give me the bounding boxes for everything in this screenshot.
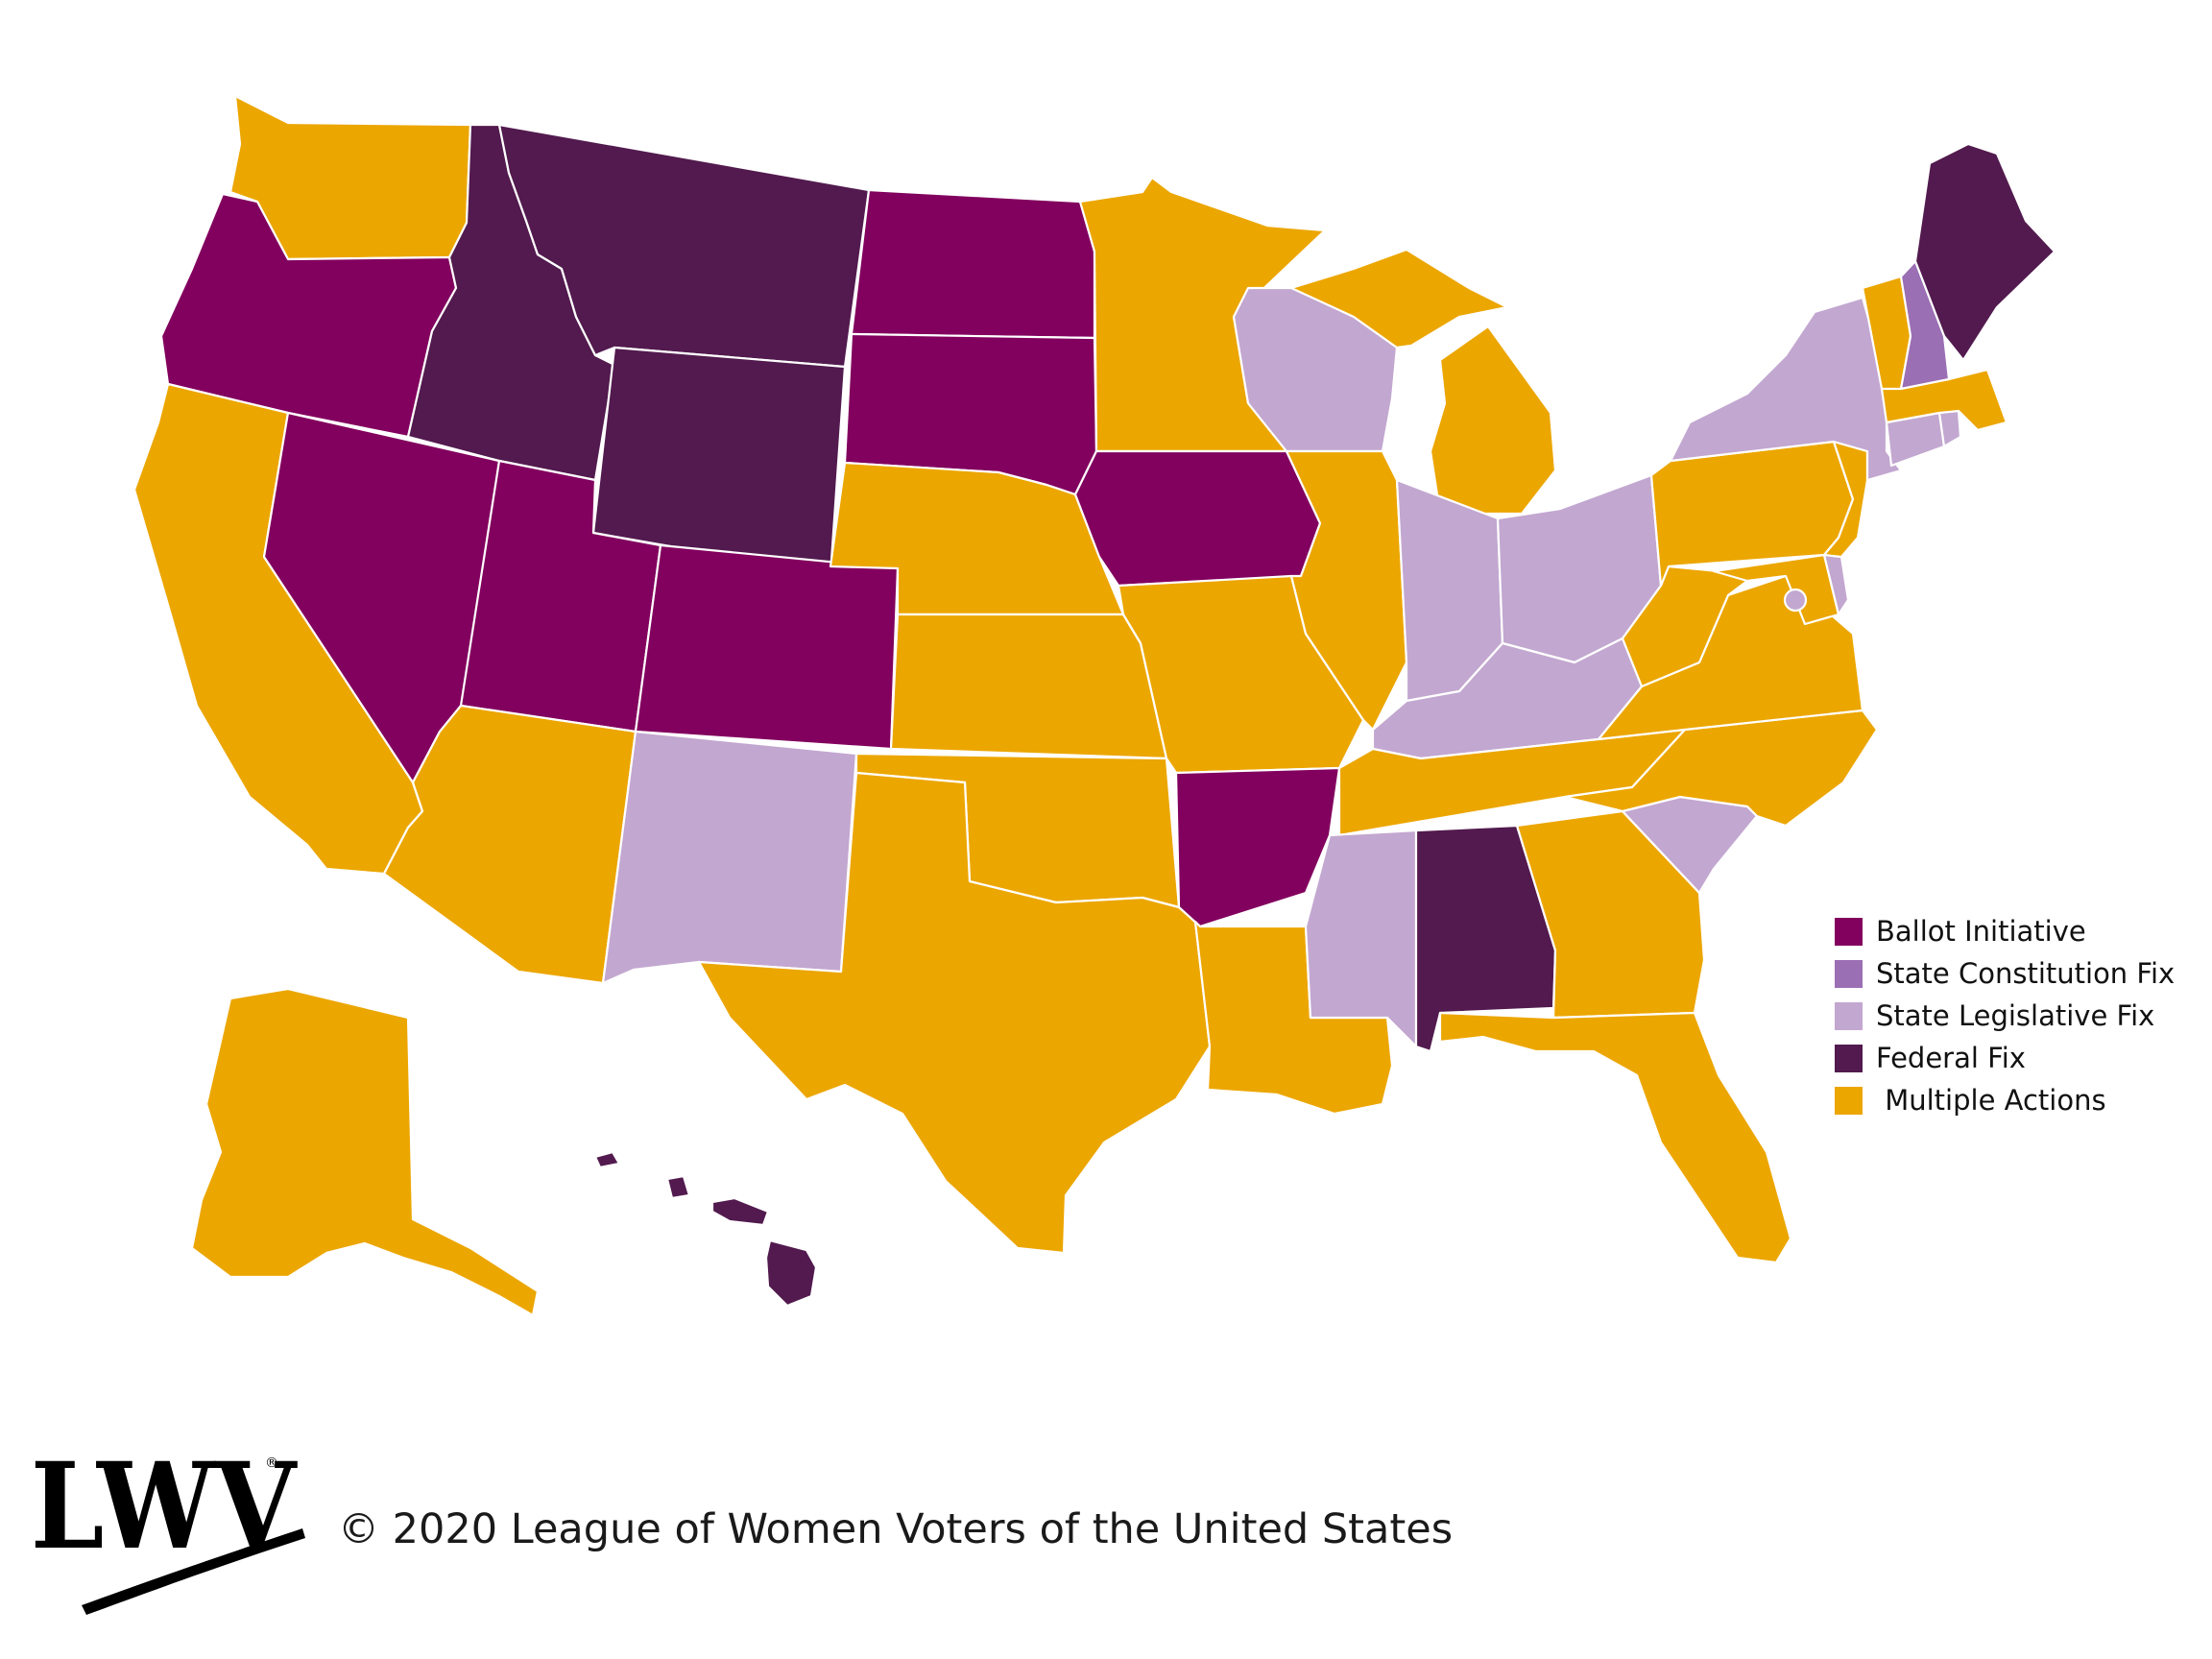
legend-swatch bbox=[1835, 1044, 1863, 1072]
legend-label: State Constitution Fix bbox=[1876, 957, 2176, 990]
legend-item-state-constitution-fix: State Constitution Fix bbox=[1835, 952, 2200, 995]
legend-label: Multiple Actions bbox=[1876, 1084, 2106, 1117]
state-fl[interactable] bbox=[1438, 1011, 1792, 1264]
state-mi[interactable] bbox=[1289, 248, 1557, 516]
legend-label: Federal Fix bbox=[1876, 1042, 2026, 1074]
state-il[interactable] bbox=[1285, 449, 1408, 732]
state-ne[interactable] bbox=[829, 461, 1125, 616]
state-ks[interactable] bbox=[889, 613, 1168, 760]
svg-text:LWV: LWV bbox=[31, 1435, 299, 1576]
state-ms[interactable] bbox=[1304, 829, 1418, 1048]
legend-item-multiple-actions: Multiple Actions bbox=[1835, 1079, 2200, 1121]
state-hi[interactable] bbox=[593, 1150, 818, 1308]
copyright-text: © 2020 League of Women Voters of the Uni… bbox=[338, 1505, 1454, 1553]
legend-swatch bbox=[1835, 917, 1863, 946]
state-me[interactable] bbox=[1913, 142, 2056, 362]
legend-swatch bbox=[1835, 1086, 1863, 1115]
state-co[interactable] bbox=[634, 543, 900, 751]
state-mt[interactable] bbox=[497, 123, 871, 369]
states-layer bbox=[132, 94, 2056, 1317]
legend-item-state-legislative-fix: State Legislative Fix bbox=[1835, 995, 2200, 1037]
legend-item-federal-fix: Federal Fix bbox=[1835, 1037, 2200, 1079]
legend-item-ballot-initiative: Ballot Initiative bbox=[1835, 910, 2200, 952]
legend-swatch bbox=[1835, 959, 1863, 988]
state-ia[interactable] bbox=[1073, 449, 1322, 588]
state-ak[interactable] bbox=[190, 987, 540, 1317]
legend: Ballot Initiative State Constitution Fix… bbox=[1835, 910, 2200, 1121]
state-mn[interactable] bbox=[1078, 176, 1327, 453]
state-nd[interactable] bbox=[850, 188, 1096, 340]
legend-swatch bbox=[1835, 1001, 1863, 1030]
state-ri[interactable] bbox=[1937, 409, 1962, 448]
state-tx[interactable] bbox=[697, 771, 1212, 1255]
state-dc[interactable] bbox=[1783, 588, 1808, 613]
svg-text:®: ® bbox=[265, 1455, 278, 1471]
footer: LWV ® © 2020 League of Women Voters of t… bbox=[29, 1432, 1565, 1624]
state-nc[interactable] bbox=[1563, 709, 1879, 828]
legend-label: Ballot Initiative bbox=[1876, 915, 2086, 948]
state-nm[interactable] bbox=[601, 730, 858, 985]
lwv-logo: LWV ® bbox=[29, 1432, 317, 1624]
legend-label: State Legislative Fix bbox=[1876, 999, 2155, 1032]
state-wi[interactable] bbox=[1232, 286, 1399, 453]
